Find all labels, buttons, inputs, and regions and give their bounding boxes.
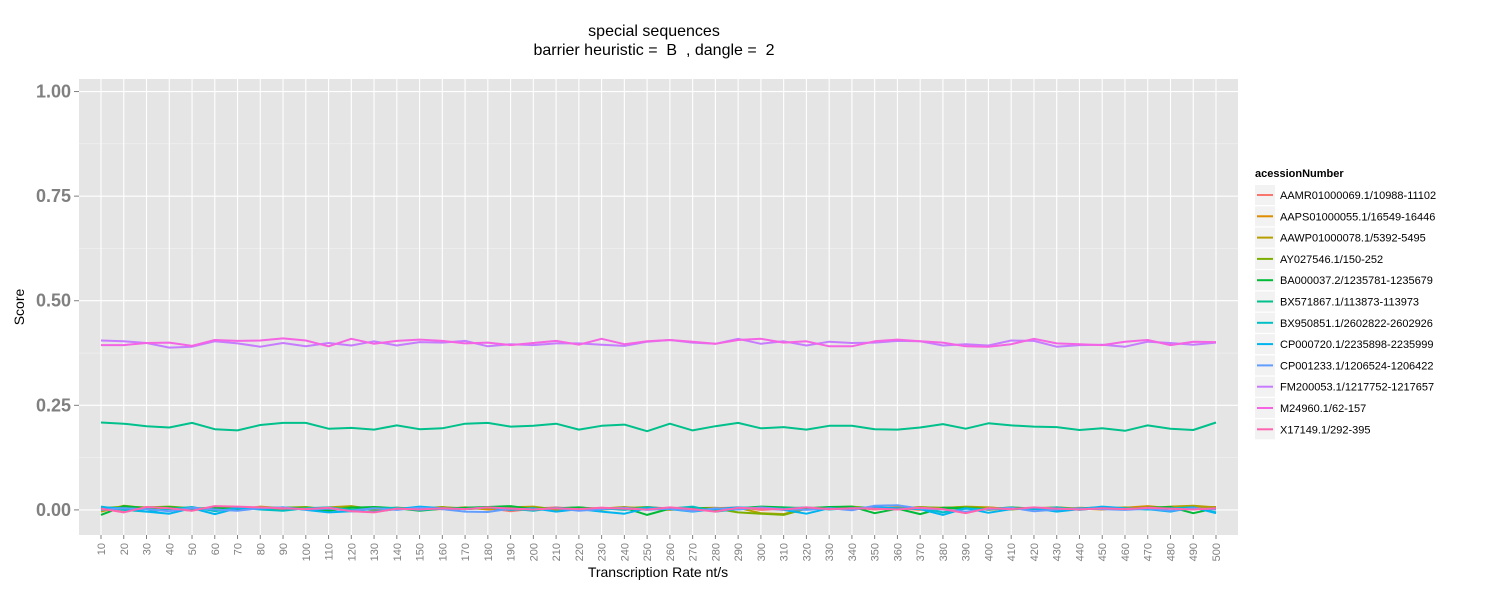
legend-label: CP001233.1/1206524-1206422 xyxy=(1280,360,1434,372)
x-tick-label: 240 xyxy=(619,543,631,561)
legend-label: BA000037.2/1235781-1235679 xyxy=(1280,275,1433,287)
plot-panel xyxy=(79,79,1238,535)
grid-major xyxy=(79,79,1238,535)
x-tick-label: 300 xyxy=(756,543,768,561)
x-tick-label: 420 xyxy=(1029,543,1041,561)
y-tick-label: 0.00 xyxy=(36,500,71,520)
x-tick-label: 200 xyxy=(528,543,540,561)
x-tick-label: 290 xyxy=(733,543,745,561)
x-tick-label: 450 xyxy=(1097,543,1109,561)
x-tick-label: 170 xyxy=(460,543,472,561)
x-tick-label: 440 xyxy=(1074,543,1086,561)
x-tick-label: 180 xyxy=(483,543,495,561)
y-tick-label: 0.25 xyxy=(36,395,71,415)
legend-label: AAMR01000069.1/10988-11102 xyxy=(1280,190,1436,202)
series-lines xyxy=(100,337,1217,516)
legend-label: AY027546.1/150-252 xyxy=(1280,254,1383,266)
x-tick-label: 10 xyxy=(96,543,108,555)
x-tick-label: 90 xyxy=(278,543,290,555)
y-tick-labels: 0.00 0.25 0.50 0.75 1.00 xyxy=(36,82,79,520)
x-tick-label: 470 xyxy=(1143,543,1155,561)
x-tick-label: 230 xyxy=(597,543,609,561)
legend-label: AAPS01000055.1/16549-16446 xyxy=(1280,211,1435,223)
x-tick-label: 160 xyxy=(437,543,449,561)
x-tick-label: 500 xyxy=(1211,543,1223,561)
legend-label: BX950851.1/2602822-2602926 xyxy=(1280,318,1433,330)
x-tick-label: 380 xyxy=(938,543,950,561)
legend: acessionNumber AAMR01000069.1/10988-1110… xyxy=(1255,168,1436,440)
x-tick-label: 260 xyxy=(665,543,677,561)
legend-label: BX571867.1/113873-113973 xyxy=(1280,297,1419,309)
legend-title: acessionNumber xyxy=(1255,168,1344,180)
legend-label: CP000720.1/2235898-2235999 xyxy=(1280,339,1434,351)
legend-label: FM200053.1/1217752-1217657 xyxy=(1280,382,1434,394)
y-tick-label: 1.00 xyxy=(36,82,71,102)
x-tick-label: 60 xyxy=(210,543,222,555)
series-line-12 xyxy=(100,505,1217,515)
x-tick-label: 490 xyxy=(1188,543,1200,561)
x-tick-label: 330 xyxy=(824,543,836,561)
x-tick-label: 220 xyxy=(574,543,586,561)
x-tick-label: 460 xyxy=(1120,543,1132,561)
x-tick-label: 100 xyxy=(301,543,313,561)
x-tick-label: 340 xyxy=(847,543,859,561)
x-tick-label: 270 xyxy=(688,543,700,561)
x-tick-label: 410 xyxy=(1006,543,1018,561)
x-tick-label: 40 xyxy=(164,543,176,555)
chart-title: special sequences xyxy=(588,23,720,40)
x-tick-label: 370 xyxy=(915,543,927,561)
x-tick-label: 480 xyxy=(1165,543,1177,561)
legend-label: M24960.1/62-157 xyxy=(1280,403,1366,415)
x-tick-label: 120 xyxy=(346,543,358,561)
x-tick-label: 350 xyxy=(870,543,882,561)
x-tick-label: 250 xyxy=(642,543,654,561)
x-tick-label: 430 xyxy=(1052,543,1064,561)
y-axis-title: Score xyxy=(11,289,27,326)
y-tick-label: 0.50 xyxy=(36,291,71,311)
x-tick-label: 20 xyxy=(119,543,131,555)
x-tick-label: 320 xyxy=(801,543,813,561)
x-tick-label: 310 xyxy=(779,543,791,561)
x-tick-label: 190 xyxy=(506,543,518,561)
grid-minor xyxy=(79,143,1238,458)
x-tick-label: 70 xyxy=(233,543,245,555)
x-tick-label: 210 xyxy=(551,543,563,561)
x-tick-label: 400 xyxy=(983,543,995,561)
x-tick-label: 50 xyxy=(187,543,199,555)
x-tick-label: 80 xyxy=(255,543,267,555)
x-tick-label: 30 xyxy=(142,543,154,555)
x-tick-label: 110 xyxy=(324,543,336,561)
x-axis-title: Transcription Rate nt/s xyxy=(588,564,728,580)
x-tick-labels: 10 20 30 40 50 60 70 80 90 100 110 120 130 140 150 160 1… xyxy=(96,535,1223,561)
x-tick-label: 390 xyxy=(961,543,973,561)
series-line-6 xyxy=(100,421,1217,433)
x-tick-label: 150 xyxy=(415,543,427,561)
x-tick-label: 140 xyxy=(392,543,404,561)
legend-label: AAWP01000078.1/5392-5495 xyxy=(1280,233,1426,245)
y-tick-label: 0.75 xyxy=(36,186,71,206)
x-tick-label: 360 xyxy=(892,543,904,561)
series-line-11 xyxy=(101,337,1217,348)
legend-label: X17149.1/292-395 xyxy=(1280,424,1371,436)
x-tick-label: 130 xyxy=(369,543,381,561)
x-tick-label: 280 xyxy=(710,543,722,561)
chart-subtitle: barrier heuristic = B , dangle = 2 xyxy=(533,42,774,59)
